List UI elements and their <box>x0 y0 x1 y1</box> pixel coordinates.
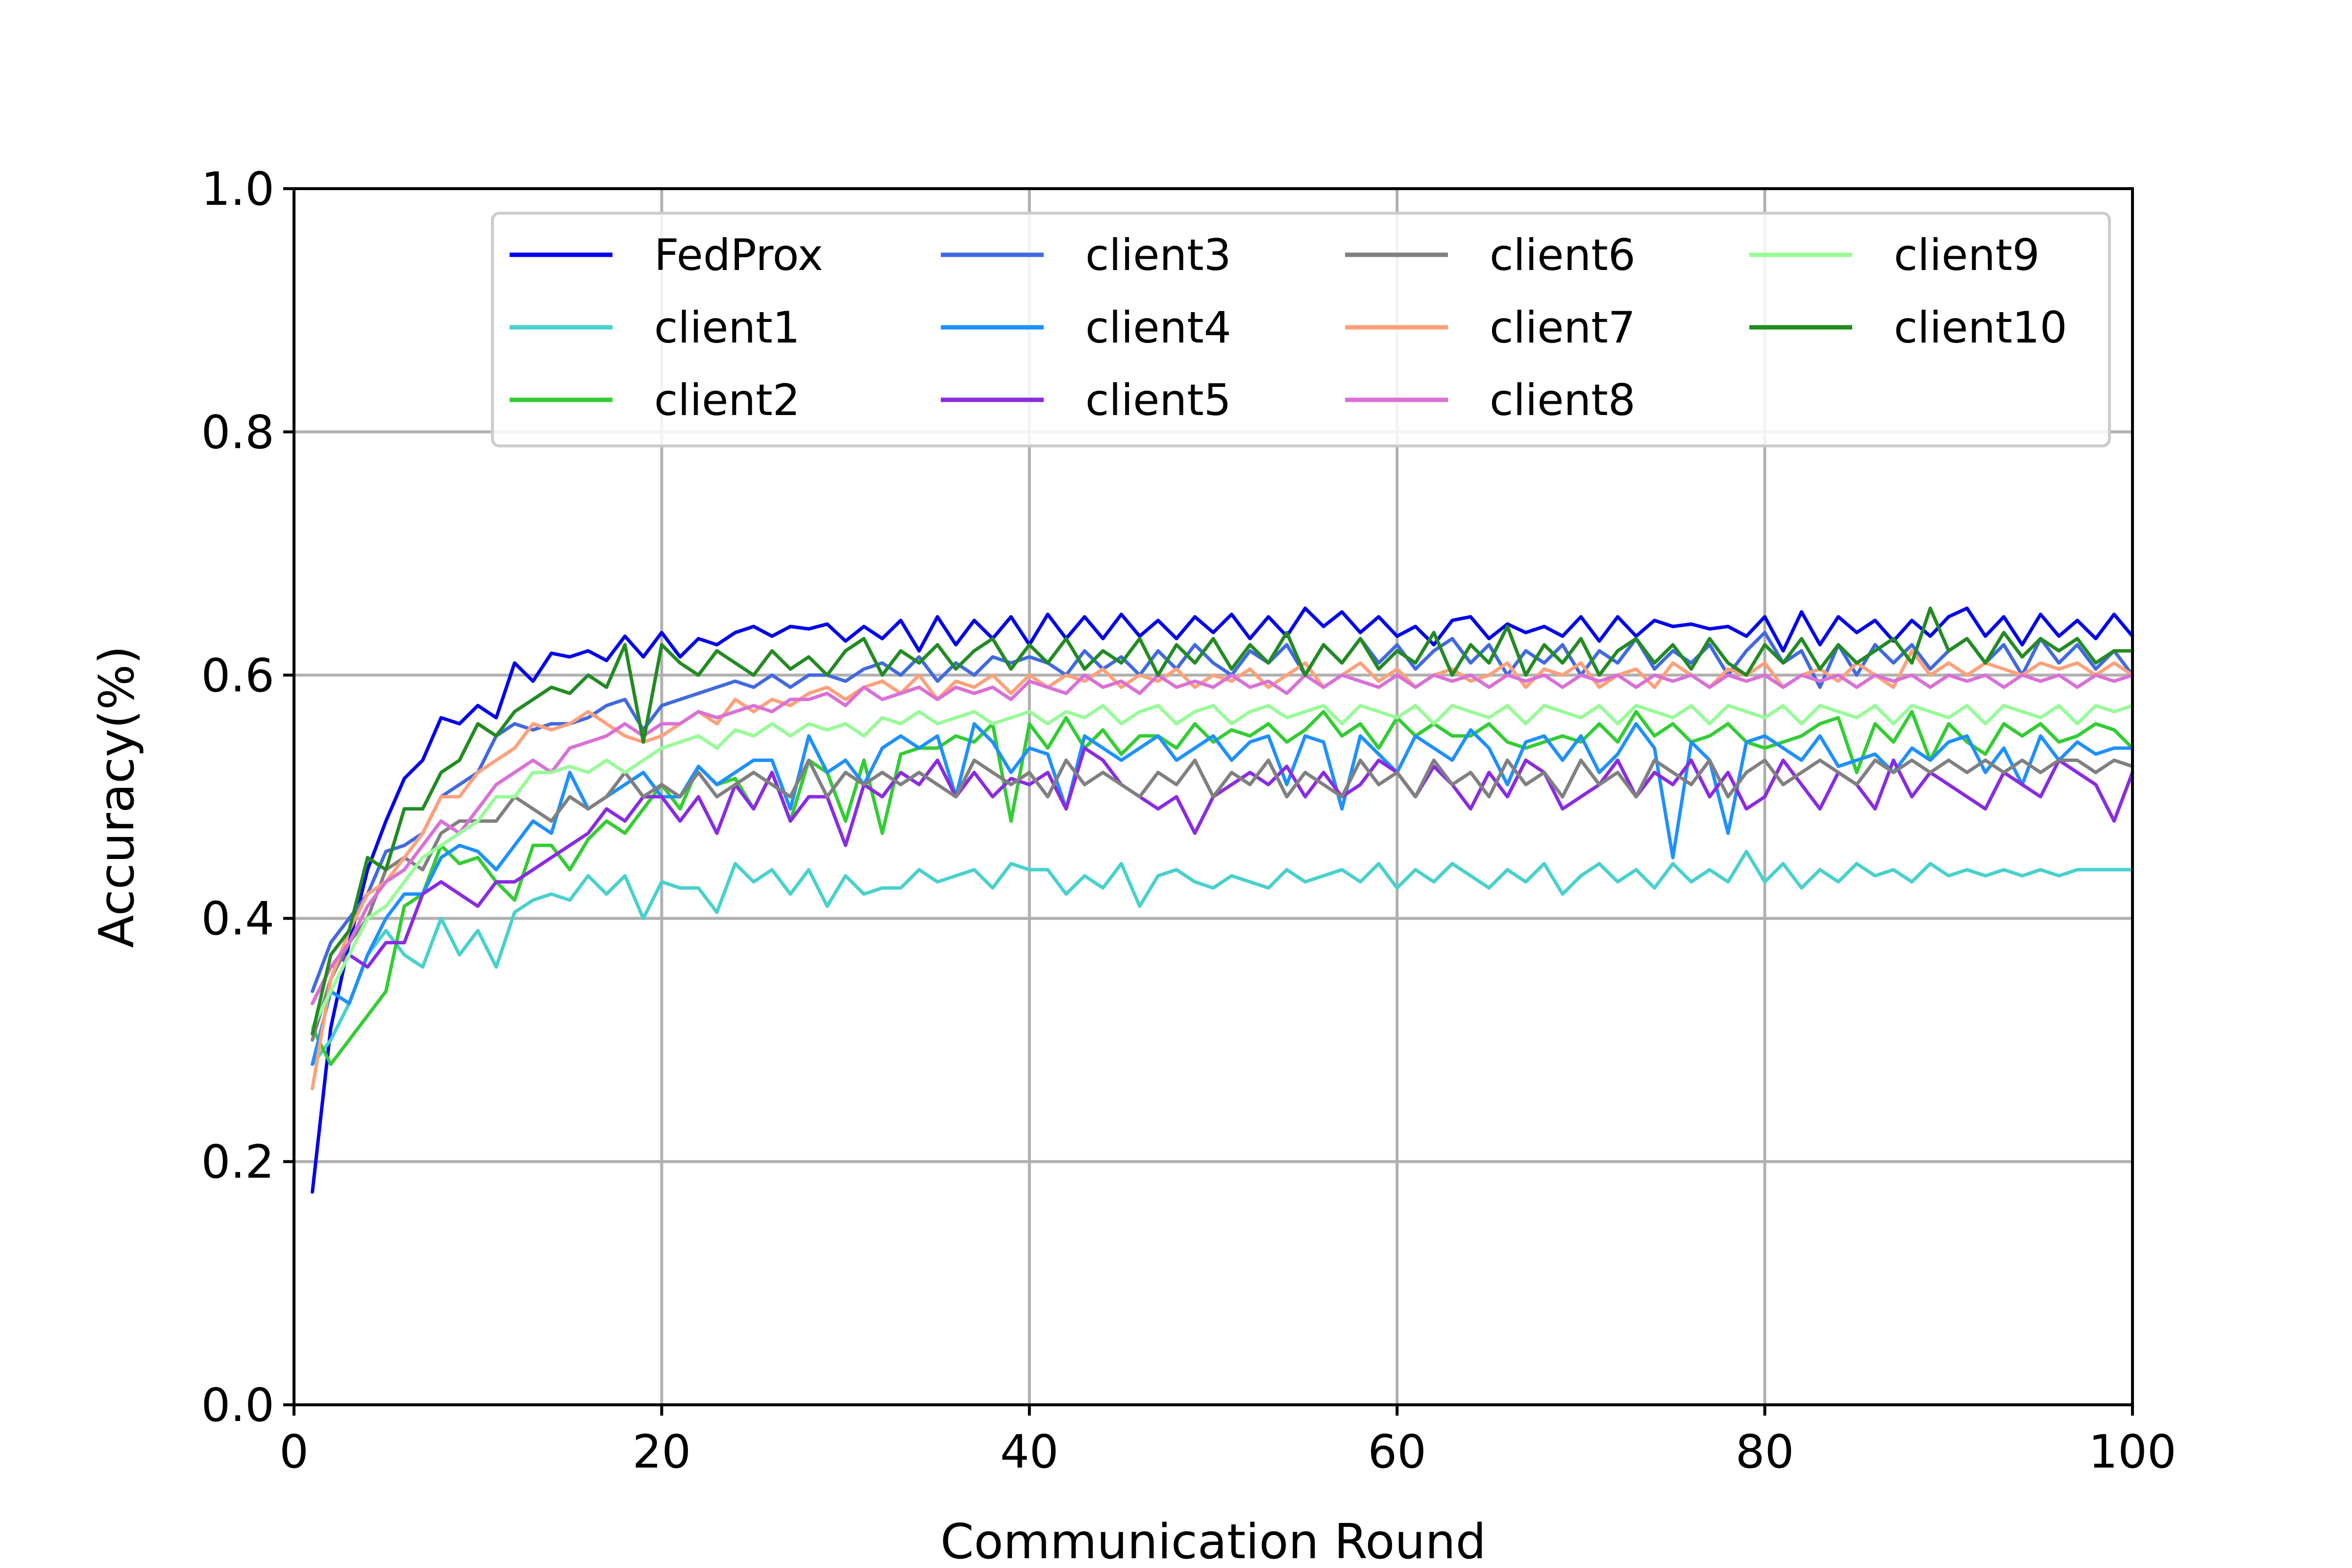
y-axis-ticks: 0.0 0.2 0.4 0.6 0.8 1.0 <box>201 163 294 1432</box>
legend-label: client10 <box>1894 302 2067 353</box>
legend-label: client5 <box>1085 375 1231 425</box>
y-tick-label: 0.8 <box>201 406 275 459</box>
plot-frame <box>293 187 2134 1406</box>
legend-item-client2: client2 <box>510 375 800 425</box>
legend-item-client6: client6 <box>1345 230 1636 280</box>
x-tick-label: 60 <box>1368 1425 1426 1479</box>
x-tick-label: 20 <box>633 1425 691 1479</box>
series-line-client8 <box>311 673 2134 1005</box>
series-line-client9 <box>311 704 2134 1030</box>
legend-label: FedProx <box>654 230 823 280</box>
legend-label: client2 <box>654 375 800 425</box>
legend-label: client4 <box>1085 302 1231 353</box>
y-tick-label: 0.2 <box>201 1136 275 1189</box>
legend-label: client6 <box>1490 230 1636 280</box>
legend-label: client7 <box>1490 302 1636 353</box>
legend-item-client8: client8 <box>1345 375 1636 425</box>
legend-item-client3: client3 <box>941 230 1231 280</box>
legend-item-client10: client10 <box>1749 302 2067 353</box>
y-tick-label: 0.0 <box>201 1379 275 1432</box>
series-line-client2 <box>311 710 2134 1066</box>
x-axis-label: Communication Round <box>940 1514 1486 1568</box>
series-line-client5 <box>311 746 2134 1005</box>
x-axis-ticks: 0 20 40 60 80 100 <box>279 1405 2177 1479</box>
y-tick-label: 0.4 <box>201 892 275 946</box>
series-line-client6 <box>311 759 2134 1042</box>
y-axis-label: Accuracy(%) <box>89 646 145 948</box>
legend-item-FedProx: FedProx <box>510 230 823 280</box>
legend: FedProx client1 client2 client3 client4 clien… <box>491 212 2111 447</box>
legend-item-client4: client4 <box>941 302 1231 353</box>
series-line-client1 <box>311 850 2134 1066</box>
legend-item-client5: client5 <box>941 375 1231 425</box>
legend-item-client7: client7 <box>1345 302 1636 353</box>
legend-box <box>491 212 2111 447</box>
legend-item-client9: client9 <box>1749 230 2040 280</box>
series-line-FedProx <box>311 606 2134 1194</box>
series-line-client4 <box>311 722 2134 1066</box>
series-line-client10 <box>311 606 2134 1036</box>
y-tick-label: 0.6 <box>201 649 275 703</box>
x-tick-label: 0 <box>279 1425 309 1479</box>
y-tick-label: 1.0 <box>201 163 275 216</box>
legend-label: client1 <box>654 302 800 353</box>
x-tick-label: 80 <box>1736 1425 1794 1479</box>
series-line-client3 <box>311 631 2134 993</box>
legend-item-client1: client1 <box>510 302 800 353</box>
legend-label: client3 <box>1085 230 1231 280</box>
x-tick-label: 40 <box>1000 1425 1059 1479</box>
x-tick-label: 100 <box>2088 1425 2176 1479</box>
legend-label: client8 <box>1490 375 1636 425</box>
legend-label: client9 <box>1894 230 2040 280</box>
series-lines <box>311 606 2134 1194</box>
